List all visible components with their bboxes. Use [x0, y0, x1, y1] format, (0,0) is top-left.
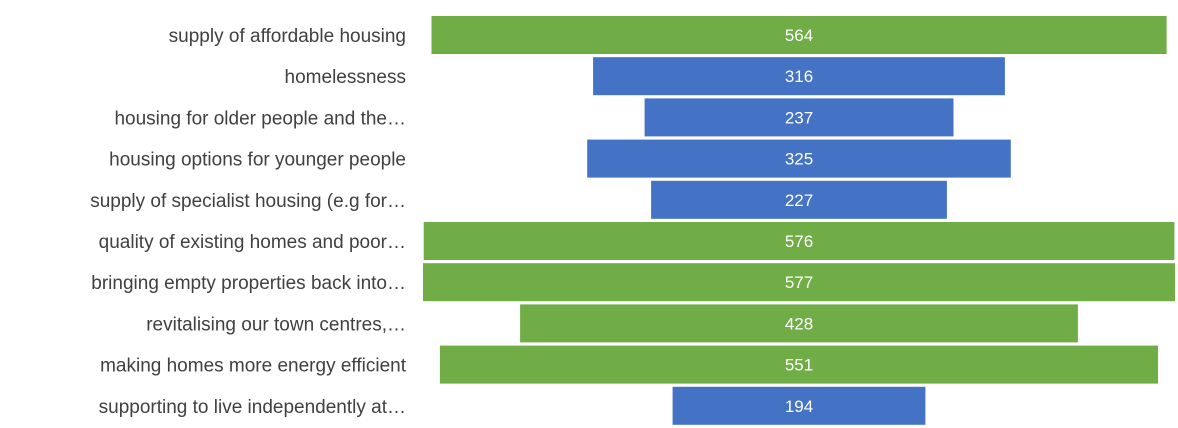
- value-label-6: 576: [785, 232, 813, 251]
- value-label-8: 428: [785, 314, 813, 333]
- bar-7: [423, 263, 1175, 302]
- category-label-7: bringing empty properties back into…: [91, 273, 406, 294]
- value-label-7: 577: [785, 273, 813, 292]
- category-label-4: housing options for younger people: [109, 150, 406, 171]
- bar-2: [593, 57, 1005, 96]
- bar-3: [644, 98, 954, 137]
- category-label-5: supply of specialist housing (e.g for…: [90, 191, 406, 212]
- category-label-6: quality of existing homes and poor…: [99, 232, 406, 253]
- bar-6: [423, 222, 1175, 260]
- category-label-8: revitalising our town centres,…: [146, 314, 406, 335]
- value-labels: 564 316 237 325 227 576 577 428 551 194: [785, 26, 813, 416]
- value-label-5: 227: [785, 191, 813, 210]
- value-label-9: 551: [785, 356, 813, 375]
- category-label-9: making homes more energy efficient: [100, 356, 407, 377]
- bar-9: [439, 345, 1158, 384]
- value-label-10: 194: [785, 397, 813, 416]
- value-label-1: 564: [785, 26, 813, 45]
- category-label-2: homelessness: [285, 67, 406, 88]
- bar-1: [431, 16, 1167, 54]
- bar-5: [651, 180, 947, 219]
- bar-4: [587, 139, 1011, 178]
- value-label-4: 325: [785, 150, 813, 169]
- bar-8: [520, 304, 1078, 343]
- bars: [423, 16, 1175, 425]
- value-label-2: 316: [785, 67, 813, 86]
- category-label-10: supporting to live independently at…: [99, 397, 406, 418]
- value-label-3: 237: [785, 108, 813, 127]
- category-label-3: housing for older people and the…: [114, 108, 406, 129]
- category-labels: supply of affordable housing homelessness…: [90, 26, 406, 418]
- category-label-1: supply of affordable housing: [169, 26, 406, 47]
- bar-10: [672, 386, 926, 425]
